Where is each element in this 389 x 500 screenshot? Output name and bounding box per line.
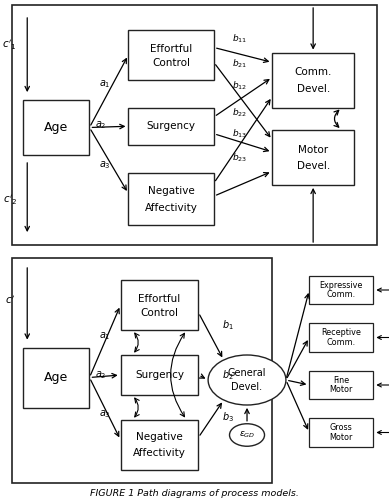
Text: Fine: Fine: [333, 376, 349, 384]
Text: Motor: Motor: [329, 386, 353, 394]
Text: Motor: Motor: [298, 145, 328, 155]
FancyBboxPatch shape: [121, 280, 198, 330]
Text: $b_{23}$: $b_{23}$: [231, 151, 247, 164]
FancyBboxPatch shape: [121, 420, 198, 470]
Text: Devel.: Devel.: [296, 162, 330, 172]
Text: Affectivity: Affectivity: [145, 202, 198, 212]
FancyBboxPatch shape: [128, 108, 214, 145]
FancyBboxPatch shape: [272, 52, 354, 108]
FancyBboxPatch shape: [309, 370, 373, 400]
Text: Comm.: Comm.: [327, 290, 356, 300]
FancyBboxPatch shape: [128, 172, 214, 225]
Text: Motor: Motor: [329, 433, 353, 442]
Text: Surgency: Surgency: [135, 370, 184, 380]
Text: Devel.: Devel.: [296, 84, 330, 94]
Text: Control: Control: [152, 58, 190, 68]
Text: General: General: [228, 368, 266, 378]
Text: $a_3$: $a_3$: [99, 160, 111, 172]
Text: $b_1$: $b_1$: [222, 318, 233, 332]
Text: Control: Control: [140, 308, 179, 318]
FancyBboxPatch shape: [272, 130, 354, 185]
Text: FIGURE 1 Path diagrams of process models.: FIGURE 1 Path diagrams of process models…: [90, 488, 299, 498]
Text: $c'_1$: $c'_1$: [2, 38, 17, 52]
FancyBboxPatch shape: [309, 276, 373, 304]
Text: Negative: Negative: [136, 432, 183, 442]
Text: Age: Age: [44, 371, 68, 384]
Text: Comm.: Comm.: [327, 338, 356, 347]
Text: Effortful: Effortful: [150, 44, 192, 54]
FancyBboxPatch shape: [309, 323, 373, 352]
Text: Receptive: Receptive: [321, 328, 361, 337]
Text: $c'_2$: $c'_2$: [2, 193, 17, 207]
Text: Gross: Gross: [330, 423, 353, 432]
FancyBboxPatch shape: [121, 355, 198, 395]
Text: Effortful: Effortful: [138, 294, 180, 304]
Text: $a_1$: $a_1$: [99, 78, 111, 90]
Text: Expressive: Expressive: [320, 280, 363, 289]
Text: Devel.: Devel.: [231, 382, 263, 392]
Text: $b_{12}$: $b_{12}$: [232, 80, 247, 92]
Text: Age: Age: [44, 121, 68, 134]
Text: $a_2$: $a_2$: [95, 119, 107, 131]
Text: $b_{22}$: $b_{22}$: [232, 106, 247, 118]
FancyBboxPatch shape: [309, 418, 373, 447]
Text: $a_3$: $a_3$: [99, 408, 111, 420]
FancyBboxPatch shape: [23, 100, 89, 155]
FancyBboxPatch shape: [128, 30, 214, 80]
Text: $b_3$: $b_3$: [222, 410, 233, 424]
Text: $a_2$: $a_2$: [95, 369, 107, 381]
Text: $b_2$: $b_2$: [222, 368, 233, 382]
Text: Negative: Negative: [148, 186, 194, 196]
Text: Affectivity: Affectivity: [133, 448, 186, 458]
Text: Comm.: Comm.: [294, 68, 332, 78]
Text: $b_{13}$: $b_{13}$: [231, 128, 247, 140]
Circle shape: [230, 424, 265, 446]
FancyBboxPatch shape: [23, 348, 89, 408]
Circle shape: [208, 355, 286, 405]
Text: Surgency: Surgency: [147, 121, 196, 131]
Text: $\varepsilon_{GD}$: $\varepsilon_{GD}$: [239, 430, 255, 440]
Text: $b_{11}$: $b_{11}$: [231, 32, 247, 45]
Text: $c'$: $c'$: [5, 294, 15, 306]
Text: $b_{21}$: $b_{21}$: [231, 58, 247, 70]
Text: $a_1$: $a_1$: [99, 330, 111, 342]
